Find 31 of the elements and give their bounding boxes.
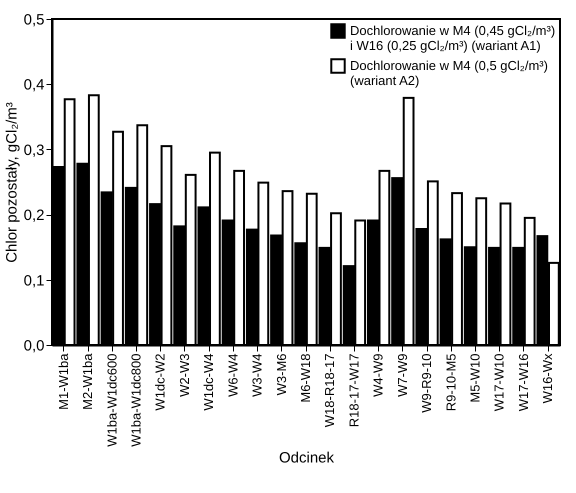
x-tick-label: R9-10-M5 (443, 354, 458, 412)
x-tick-label: W1dc-W4 (201, 354, 216, 411)
x-tick-label: R18-17-W17 (346, 354, 362, 428)
y-tick-label: 0,1 (24, 272, 44, 290)
x-axis-title: Odcinek (278, 450, 335, 467)
legend-label: Dochlorowanie w M4 (0,5 gCl₂/m³) (wariant A2) (350, 58, 548, 88)
x-tick-label: M5-W10 (467, 354, 482, 403)
x-tick-label: M1-W1ba (56, 352, 71, 410)
x-tick-label: W4-W9 (370, 354, 386, 397)
y-axis-title: Chlor pozostały, gCl₂/m³ (4, 102, 21, 263)
x-tick-label: W1ba-W1dc600 (104, 354, 120, 447)
x-tick-label: W1dc-W2 (152, 354, 168, 411)
x-tick-label: W6-W4 (225, 354, 240, 397)
x-tick-label: W17-W10 (492, 354, 507, 412)
y-tick-label: 0,4 (24, 76, 44, 94)
x-tick-label: W3-W4 (250, 354, 265, 397)
x-tick-label: W3-M6 (274, 354, 289, 396)
x-tick-label: W1ba-W1dc800 (128, 354, 144, 447)
x-tick-label: W7-W9 (394, 354, 410, 397)
x-tick-label: W9-R9-10 (419, 354, 434, 413)
y-tick-label: 0,5 (24, 12, 44, 28)
y-tick-label: 0,0 (24, 338, 44, 354)
y-tick-label: 0,2 (24, 207, 44, 224)
x-tick-label: W2-W3 (176, 354, 192, 397)
x-tick-label: M6-W18 (298, 354, 313, 403)
y-tick-label: 0,3 (24, 142, 44, 159)
x-tick-label: W18-R18-17 (322, 354, 338, 428)
x-tick-label: M2-W1ba (80, 352, 96, 410)
x-tick-label: W17-W16 (516, 354, 531, 412)
x-tick-label: W16-Wx (540, 353, 556, 404)
legend-label: Dochlorowanie w M4 (0,45 gCl₂/m³) i W16 (0,25 gCl₂/m³) (wariant A1) (350, 23, 556, 53)
